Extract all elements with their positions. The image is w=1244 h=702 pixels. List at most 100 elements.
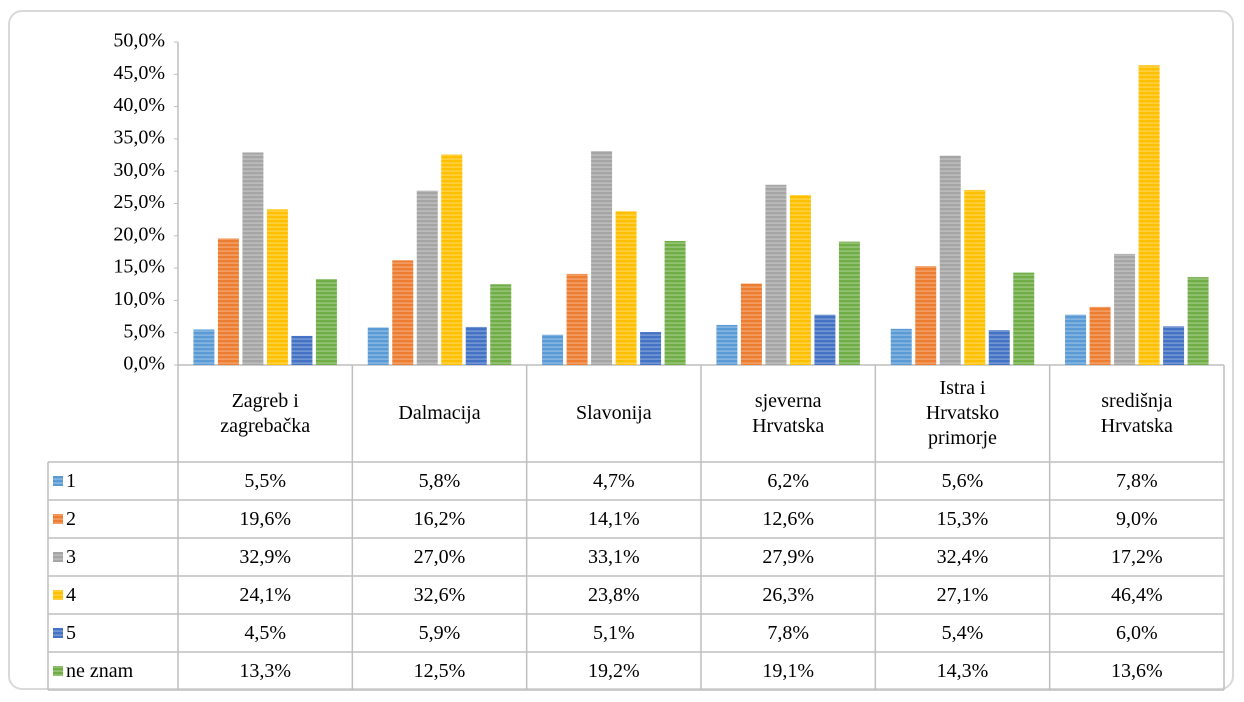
table-value: 9,0% [1115,507,1158,530]
table-value: 27,1% [936,583,989,606]
legend-label: 4 [66,583,76,606]
legend-label: 2 [66,507,76,530]
table-value: 27,0% [413,545,466,568]
bar [566,273,588,365]
bar [542,334,564,365]
table-value: 5,8% [418,469,461,492]
bar [615,211,637,365]
table-value: 32,9% [239,545,291,568]
bar [392,260,414,365]
y-tick-label: 30,0% [113,159,165,181]
legend-marker [53,514,63,524]
table-value: 19,2% [587,659,640,682]
bar [193,329,215,365]
bar [367,327,389,365]
table-value: 5,6% [941,469,984,492]
table-value: 7,8% [1115,469,1158,492]
legend-label: 1 [66,469,76,492]
table-value: 5,5% [244,469,286,492]
frame [8,10,1234,690]
bar [939,155,961,365]
table-value: 33,1% [587,545,640,568]
y-tick-label: 35,0% [113,126,165,148]
bar [988,330,1010,365]
bar [915,266,937,365]
legend-marker [53,590,63,600]
legend-marker [53,666,63,676]
table-value: 12,6% [762,507,814,530]
bar [490,284,512,365]
bar [964,189,986,365]
table-value: 46,4% [1110,583,1163,606]
y-tick-label: 25,0% [113,191,165,213]
table-value: 26,3% [762,583,814,606]
category-header: središnja Hrvatska [1100,389,1173,437]
bar [1187,277,1209,365]
bar [765,184,787,365]
bar [591,151,613,365]
table-value: 19,6% [239,507,291,530]
y-tick-label: 10,0% [113,288,165,310]
legend-label: ne znam [66,659,134,682]
table-value: 15,3% [936,507,989,530]
table-value: 27,9% [762,545,814,568]
bar [242,152,264,365]
table-value: 4,5% [244,621,286,644]
table-value: 6,0% [1115,621,1158,644]
category-header: Istra i Hrvatsko primorje [925,377,1000,449]
y-tick-label: 45,0% [113,62,165,84]
bar [441,154,463,365]
table-value: 12,5% [413,659,466,682]
bar [416,190,438,365]
bar [1163,326,1185,365]
table-value: 5,9% [418,621,461,644]
table-value: 5,1% [592,621,635,644]
bar [664,240,686,365]
bar [789,195,811,365]
bar [315,279,337,365]
category-header: Zagreb i zagrebačka [220,389,311,437]
table-value: 6,2% [767,469,809,492]
bar [890,328,912,365]
table-value: 32,6% [413,583,466,606]
table-value: 13,3% [239,659,291,682]
table-value: 17,2% [1110,545,1163,568]
bar [838,241,860,365]
bar [1065,314,1087,365]
table-value: 32,4% [936,545,989,568]
table-value: 14,3% [936,659,989,682]
category-header: Dalmacija [398,402,481,424]
bar [640,332,662,365]
y-tick-label: 15,0% [113,256,165,278]
table-value: 23,8% [587,583,640,606]
legend-marker [53,552,63,562]
table-value: 24,1% [239,583,291,606]
table-value: 14,1% [587,507,640,530]
legend-marker [53,476,63,486]
table-value: 13,6% [1110,659,1163,682]
table-value: 7,8% [767,621,809,644]
y-tick-label: 40,0% [113,94,165,116]
y-tick-label: 20,0% [113,223,165,245]
bar [1114,253,1136,365]
bar [291,335,313,365]
bar [465,326,487,365]
legend-marker [53,628,63,638]
bar [217,238,239,365]
bar [266,209,288,365]
bar [1138,65,1160,366]
bar [716,324,738,365]
table-value: 16,2% [413,507,466,530]
bar [740,283,762,365]
bar [814,314,836,365]
y-tick-label: 5,0% [123,320,165,342]
table-value: 4,7% [592,469,635,492]
y-tick-label: 0,0% [123,353,165,375]
table-value: 19,1% [762,659,814,682]
y-tick-label: 50,0% [113,30,165,52]
table-value: 5,4% [941,621,984,644]
legend-label: 5 [66,621,76,644]
category-header: Slavonija [576,402,652,424]
